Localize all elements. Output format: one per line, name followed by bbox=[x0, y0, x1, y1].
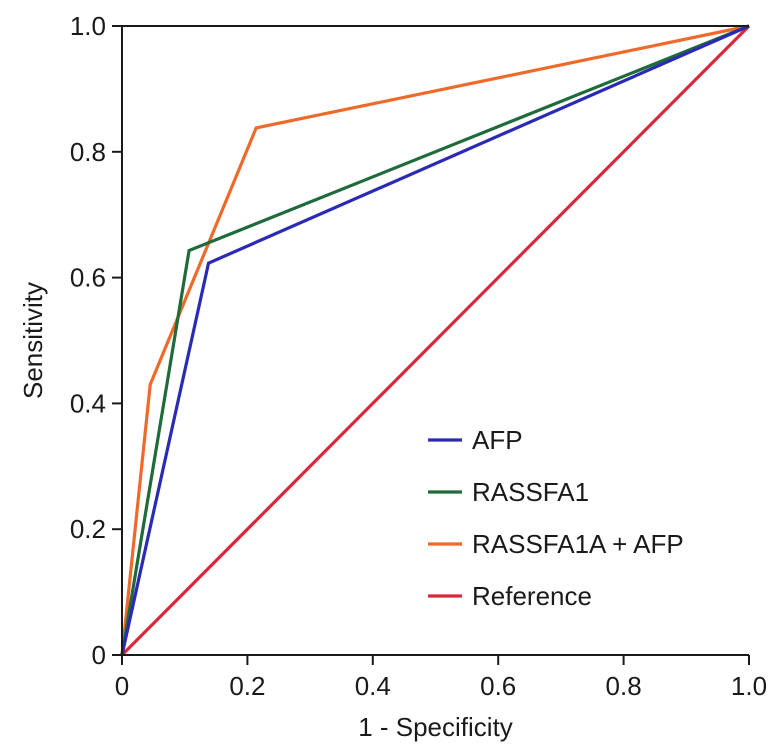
y-tick-label: 0.8 bbox=[70, 137, 106, 167]
x-tick-label: 1.0 bbox=[731, 671, 767, 701]
ticks: 0 0.2 0.4 0.6 0.8 1.0 0 0.2 0.4 0.6 0.8 1.0 bbox=[70, 11, 767, 701]
legend-label: RASSFA1A + AFP bbox=[472, 529, 684, 559]
y-tick-label: 0.6 bbox=[70, 263, 106, 293]
y-tick-label: 1.0 bbox=[70, 11, 106, 41]
legend-label: RASSFA1 bbox=[472, 477, 589, 507]
series-line-rassfa1a-afp bbox=[120, 24, 750, 656]
x-tick-label: 0 bbox=[115, 671, 129, 701]
series-line-afp bbox=[120, 24, 750, 656]
legend-label: Reference bbox=[472, 581, 592, 611]
legend: AFP RASSFA1 RASSFA1A + AFP Reference bbox=[428, 425, 684, 611]
series-line-reference bbox=[120, 24, 751, 657]
x-tick-label: 0.4 bbox=[355, 671, 391, 701]
legend-label: AFP bbox=[472, 425, 523, 455]
series-line-rassfa1 bbox=[120, 24, 750, 656]
y-tick-label: 0 bbox=[92, 640, 106, 670]
y-axis-title: Sensitivity bbox=[18, 282, 48, 399]
x-tick-label: 0.6 bbox=[480, 671, 516, 701]
y-tick-label: 0.2 bbox=[70, 514, 106, 544]
x-axis-title: 1 - Specificity bbox=[358, 712, 513, 742]
y-tick-label: 0.4 bbox=[70, 388, 106, 418]
x-tick-label: 0.8 bbox=[606, 671, 642, 701]
series-layer bbox=[120, 24, 751, 657]
x-tick-label: 0.2 bbox=[229, 671, 265, 701]
